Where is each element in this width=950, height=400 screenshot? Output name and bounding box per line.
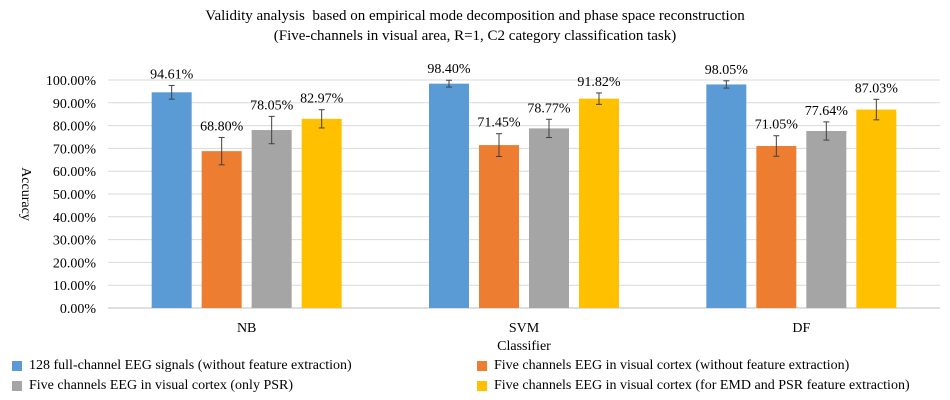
data-label: 78.77% — [527, 101, 571, 116]
data-label: 71.05% — [755, 118, 799, 133]
y-tick-label: 30.00% — [53, 234, 97, 249]
bar-svm-series-4 — [579, 98, 619, 309]
x-axis-label: Classifier — [497, 339, 551, 354]
bar-nb-series-4 — [301, 118, 342, 308]
y-tick-label: 100.00% — [46, 74, 97, 89]
y-tick-label: 0.00% — [60, 302, 97, 317]
chart-subtitle: (Five-channels in visual area, R=1, C2 c… — [273, 28, 677, 44]
bar-svm-series-3 — [529, 128, 569, 308]
y-tick-label: 80.00% — [53, 120, 97, 135]
bar-nb-series-1 — [151, 92, 192, 308]
data-label: 82.97% — [300, 92, 344, 107]
bar-df-series-1 — [706, 84, 747, 308]
legend-swatch — [477, 381, 487, 391]
bar-df-series-4 — [856, 109, 897, 309]
y-tick-label: 90.00% — [53, 97, 97, 112]
x-tick-label: NB — [237, 321, 256, 336]
data-label: 71.45% — [477, 116, 521, 131]
y-axis-label: Accuracy — [18, 167, 33, 221]
data-label: 87.03% — [855, 81, 899, 96]
y-tick-label: 20.00% — [53, 256, 97, 271]
legend-label: Five channels EEG in visual cortex (only… — [29, 378, 294, 393]
legend-label: Five channels EEG in visual cortex (for … — [494, 378, 910, 393]
x-tick-label: DF — [792, 321, 810, 336]
chart-title: Validity analysis based on empirical mod… — [205, 8, 745, 24]
data-label: 68.80% — [200, 119, 244, 134]
bar-nb-series-2 — [201, 151, 242, 308]
data-label: 98.40% — [427, 62, 471, 77]
legend-swatch — [477, 361, 487, 371]
x-tick-label: SVM — [509, 321, 540, 336]
legend-item: 128 full-channel EEG signals (without fe… — [12, 358, 352, 374]
y-tick-label: 10.00% — [53, 279, 97, 294]
bar-nb-series-3 — [251, 130, 292, 308]
y-tick-label: 50.00% — [53, 188, 97, 203]
bar-df-series-3 — [806, 130, 847, 308]
y-tick-label: 60.00% — [53, 165, 97, 180]
data-label: 91.82% — [577, 75, 621, 90]
y-tick-label: 40.00% — [53, 211, 97, 226]
legend-item: Five channels EEG in visual cortex (for … — [477, 378, 910, 394]
data-label: 77.64% — [805, 104, 849, 119]
legend-label: 128 full-channel EEG signals (without fe… — [29, 358, 352, 373]
bar-svm-series-1 — [429, 83, 469, 308]
data-label: 98.05% — [705, 63, 749, 78]
y-tick-label: 70.00% — [53, 142, 97, 157]
legend-label: Five channels EEG in visual cortex (with… — [494, 358, 850, 373]
bar-svm-series-2 — [479, 145, 519, 308]
legend-swatch — [12, 381, 22, 391]
legend-item: Five channels EEG in visual cortex (with… — [477, 358, 849, 374]
bar-df-series-2 — [756, 146, 797, 308]
legend-item: Five channels EEG in visual cortex (only… — [12, 378, 293, 394]
data-label: 94.61% — [150, 67, 194, 82]
legend-swatch — [12, 361, 22, 371]
data-label: 78.05% — [250, 98, 294, 113]
